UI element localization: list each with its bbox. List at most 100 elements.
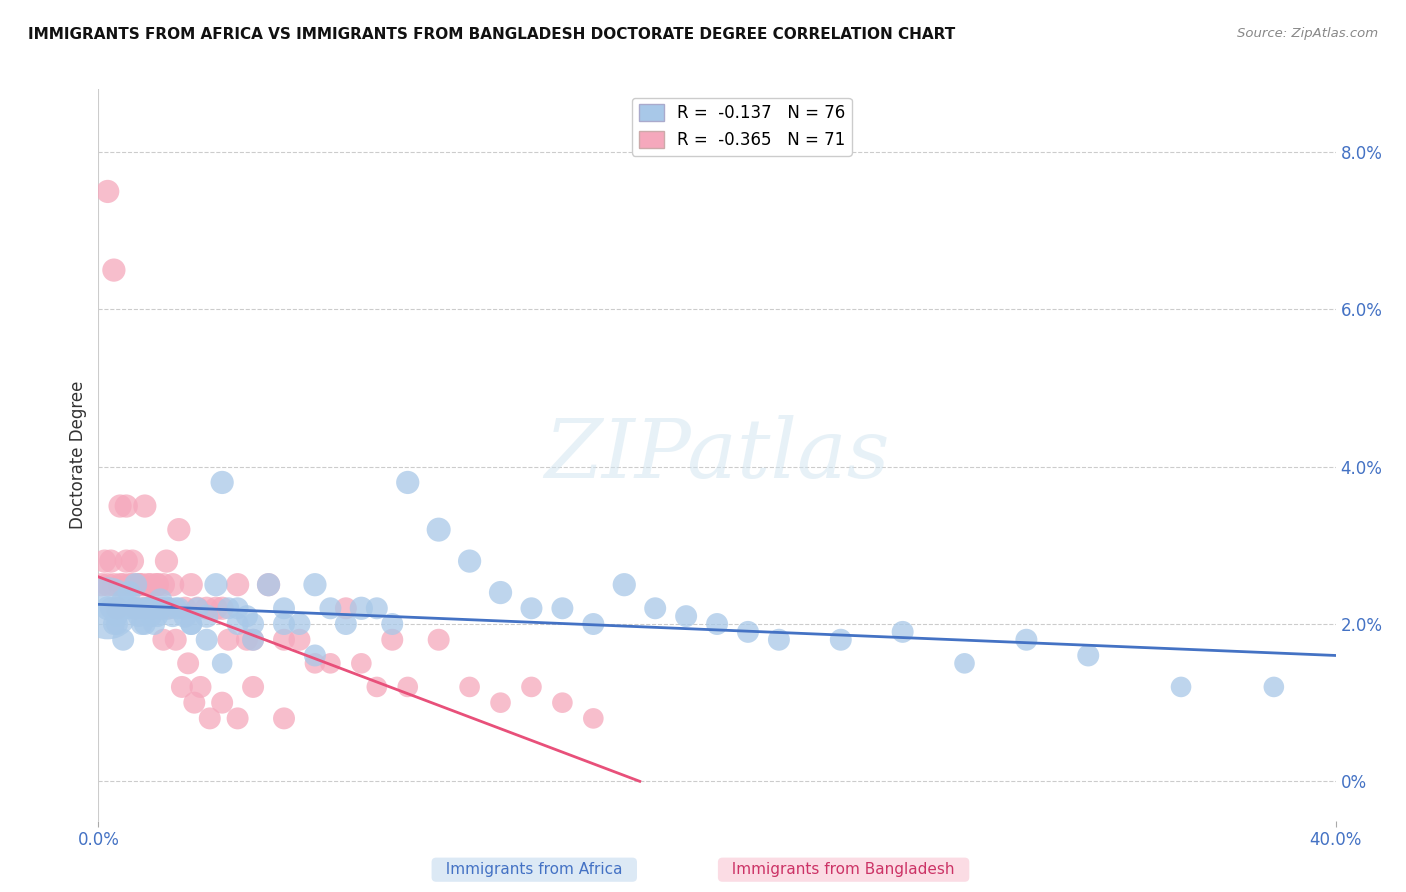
Point bbox=[273, 711, 295, 725]
Point bbox=[97, 577, 120, 591]
Point bbox=[105, 609, 128, 624]
Text: Immigrants from Africa: Immigrants from Africa bbox=[436, 863, 633, 877]
Point bbox=[93, 554, 115, 568]
Point bbox=[217, 632, 239, 647]
Text: ZIPatlas: ZIPatlas bbox=[544, 415, 890, 495]
Point bbox=[190, 680, 212, 694]
Point bbox=[108, 577, 131, 591]
Point bbox=[124, 601, 146, 615]
Point bbox=[242, 680, 264, 694]
Point bbox=[273, 632, 295, 647]
Point bbox=[177, 657, 200, 671]
Point bbox=[257, 577, 280, 591]
Point bbox=[146, 577, 169, 591]
Point bbox=[165, 601, 187, 615]
Point bbox=[108, 601, 131, 615]
Point bbox=[236, 609, 259, 624]
Point bbox=[211, 475, 233, 490]
Point bbox=[139, 601, 162, 615]
Point bbox=[128, 577, 150, 591]
Point bbox=[97, 601, 120, 615]
Point bbox=[183, 696, 205, 710]
Point bbox=[118, 585, 141, 599]
Point bbox=[195, 601, 218, 615]
Point bbox=[205, 601, 228, 615]
Point bbox=[304, 577, 326, 591]
Point bbox=[1015, 632, 1038, 647]
Point bbox=[134, 617, 156, 632]
Point bbox=[112, 632, 135, 647]
Point bbox=[520, 601, 543, 615]
Point bbox=[131, 577, 153, 591]
Legend: R =  -0.137   N = 76, R =  -0.365   N = 71: R = -0.137 N = 76, R = -0.365 N = 71 bbox=[631, 97, 852, 155]
Point bbox=[143, 601, 166, 615]
Point bbox=[381, 632, 404, 647]
Point bbox=[198, 711, 221, 725]
Point bbox=[152, 577, 174, 591]
Point bbox=[319, 657, 342, 671]
Point bbox=[134, 499, 156, 513]
Point bbox=[103, 577, 125, 591]
Point bbox=[644, 601, 666, 615]
Point bbox=[100, 601, 122, 615]
Point bbox=[131, 601, 153, 615]
Point bbox=[891, 624, 914, 639]
Point bbox=[304, 648, 326, 663]
Point bbox=[136, 601, 159, 615]
Point bbox=[242, 632, 264, 647]
Point bbox=[675, 609, 697, 624]
Point bbox=[149, 601, 172, 615]
Point bbox=[180, 617, 202, 632]
Text: IMMIGRANTS FROM AFRICA VS IMMIGRANTS FROM BANGLADESH DOCTORATE DEGREE CORRELATIO: IMMIGRANTS FROM AFRICA VS IMMIGRANTS FRO… bbox=[28, 27, 955, 42]
Point bbox=[205, 577, 228, 591]
Point bbox=[335, 601, 357, 615]
Point bbox=[165, 632, 187, 647]
Point bbox=[90, 577, 112, 591]
Y-axis label: Doctorate Degree: Doctorate Degree bbox=[69, 381, 87, 529]
Point bbox=[582, 617, 605, 632]
Point bbox=[319, 601, 342, 615]
Point bbox=[1263, 680, 1285, 694]
Point bbox=[613, 577, 636, 591]
Point bbox=[458, 554, 481, 568]
Point bbox=[396, 680, 419, 694]
Text: Source: ZipAtlas.com: Source: ZipAtlas.com bbox=[1237, 27, 1378, 40]
Point bbox=[103, 617, 125, 632]
Point bbox=[139, 577, 162, 591]
Point bbox=[143, 601, 166, 615]
Point bbox=[149, 601, 172, 615]
Point bbox=[128, 609, 150, 624]
Point bbox=[100, 554, 122, 568]
Point bbox=[136, 577, 159, 591]
Point bbox=[115, 499, 138, 513]
Point bbox=[97, 601, 120, 615]
Point bbox=[146, 577, 169, 591]
Point bbox=[226, 577, 249, 591]
Point bbox=[167, 523, 190, 537]
Point bbox=[186, 601, 208, 615]
Point bbox=[520, 680, 543, 694]
Point bbox=[131, 617, 153, 632]
Point bbox=[152, 632, 174, 647]
Point bbox=[180, 617, 202, 632]
Point bbox=[136, 601, 159, 615]
Point bbox=[112, 577, 135, 591]
Point bbox=[288, 617, 311, 632]
Point bbox=[304, 657, 326, 671]
Point bbox=[257, 577, 280, 591]
Point bbox=[162, 577, 184, 591]
Point bbox=[149, 593, 172, 607]
Point bbox=[706, 617, 728, 632]
Point bbox=[155, 601, 177, 615]
Point bbox=[174, 609, 197, 624]
Point bbox=[115, 601, 138, 615]
Point bbox=[427, 632, 450, 647]
Point bbox=[103, 263, 125, 277]
Point bbox=[155, 554, 177, 568]
Point bbox=[124, 601, 146, 615]
Point bbox=[97, 185, 120, 199]
Point bbox=[335, 617, 357, 632]
Point bbox=[551, 601, 574, 615]
Point bbox=[273, 601, 295, 615]
Point bbox=[170, 680, 193, 694]
